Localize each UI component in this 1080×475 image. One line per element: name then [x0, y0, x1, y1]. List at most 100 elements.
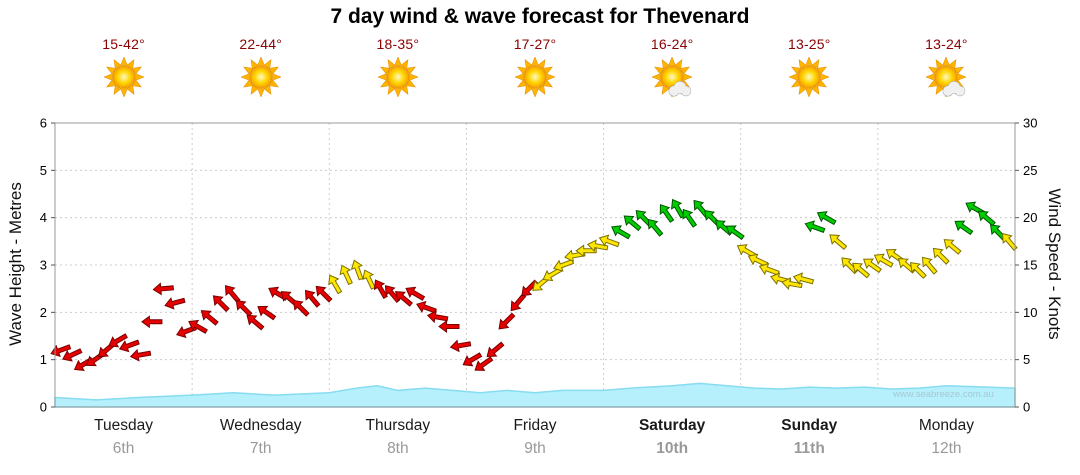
wind-arrow [129, 348, 152, 362]
wind-arrow [118, 339, 140, 353]
day-date-label: 11th [794, 440, 825, 457]
wind-arrow [426, 310, 449, 324]
right-tick-label: 25 [1023, 163, 1037, 178]
temperature-range: 13-25° [787, 36, 831, 52]
day-date-label: 9th [524, 440, 546, 457]
wind-arrow [362, 269, 376, 290]
wind-arrow [62, 348, 83, 362]
wind-arrow [670, 198, 686, 219]
wind-arrow [932, 247, 950, 265]
day-header: 17-27° [466, 36, 603, 120]
wind-arrow [954, 220, 974, 236]
day-header: 16-24° [604, 36, 741, 120]
right-tick-label: 15 [1023, 258, 1037, 273]
wind-arrow [943, 239, 962, 255]
wind-arrow [816, 211, 837, 226]
temperature-range: 17-27° [513, 36, 557, 52]
wind-arrow [804, 220, 826, 234]
wind-arrow [394, 291, 413, 307]
wind-arrow [350, 259, 364, 281]
page-title: 7 day wind & wave forecast for Thevenard [330, 5, 750, 28]
wind-arrow [586, 239, 609, 253]
left-tick-label: 2 [40, 305, 47, 320]
wind-arrow [246, 314, 265, 331]
sun-icon [239, 55, 283, 99]
day-header: 13-25° [741, 36, 878, 120]
left-tick-label: 6 [40, 116, 47, 131]
day-name-label: Wednesday [220, 417, 302, 434]
right-tick-label: 20 [1023, 210, 1037, 225]
wind-arrow [659, 204, 675, 223]
wind-arrow [897, 258, 916, 274]
wind-arrow [108, 333, 128, 348]
sun-icon [787, 55, 831, 99]
day-header: 15-42° [55, 36, 192, 120]
wave-height-area [54, 382, 1016, 408]
sun-icon [376, 55, 420, 99]
wind-arrow [575, 244, 597, 258]
day-header: 22-44° [192, 36, 329, 120]
wind-arrow [152, 282, 174, 296]
wind-arrow [164, 297, 186, 310]
wind-arrow [498, 312, 516, 330]
left-tick-label: 3 [40, 258, 47, 273]
wind-arrow [486, 341, 505, 358]
left-tick-label: 5 [40, 163, 47, 178]
cloud-icon [943, 81, 966, 97]
wind-arrow [909, 262, 927, 279]
day-name-label: Sunday [781, 417, 837, 434]
sun-cloud-icon [650, 55, 694, 99]
wind-arrow [922, 256, 938, 275]
right-tick-label: 10 [1023, 305, 1037, 320]
wind-arrow [758, 262, 780, 276]
day-date-label: 8th [387, 440, 409, 457]
wind-arrow [257, 305, 277, 321]
day-name-label: Monday [919, 417, 974, 434]
wind-arrow [647, 218, 664, 237]
wind-arrow [304, 289, 321, 308]
wind-arrow [682, 208, 698, 228]
right-tick-label: 5 [1023, 352, 1030, 367]
wind-arrow [50, 344, 72, 357]
day-date-label: 7th [250, 440, 272, 457]
wind-arrow [977, 210, 996, 227]
left-tick-label: 1 [40, 352, 47, 367]
temperature-range: 18-35° [376, 36, 420, 52]
temperature-range: 16-24° [650, 36, 694, 52]
wind-arrow [339, 264, 353, 286]
wind-arrow [328, 274, 343, 295]
day-name-label: Thursday [366, 417, 431, 434]
watermark: www.seabreeze.com.au [892, 389, 994, 400]
wind-arrow [373, 279, 388, 300]
wind-arrow [405, 286, 426, 301]
cloud-icon [668, 81, 692, 97]
day-header: 13-24° [878, 36, 1015, 120]
wind-arrow [188, 319, 208, 334]
day-date-label: 10th [656, 440, 688, 457]
temperature-range: 13-24° [925, 36, 968, 52]
wind-arrow [863, 258, 882, 274]
wind-arrow [474, 356, 494, 371]
wind-arrow [725, 225, 745, 240]
wind-arrow [598, 234, 620, 248]
wind-arrow [462, 352, 483, 367]
day-name-label: Saturday [639, 417, 706, 434]
temperature-range: 22-44° [239, 36, 283, 52]
wind-arrow [200, 310, 219, 326]
wind-arrow [852, 262, 871, 279]
sun-cloud-icon [924, 55, 968, 99]
left-tick-label: 0 [40, 400, 47, 415]
temperature-range: 15-42° [102, 36, 145, 52]
wind-arrow [611, 225, 631, 240]
day-date-label: 12th [931, 440, 961, 457]
wind-arrow [212, 295, 230, 313]
left-tick-label: 4 [40, 210, 47, 225]
sun-icon [102, 55, 146, 99]
wind-arrow [438, 320, 460, 333]
wind-arrow [384, 285, 401, 304]
wind-arrow [292, 299, 310, 317]
wind-arrow [141, 315, 163, 329]
wind-arrow [315, 285, 333, 303]
sun-icon [513, 55, 557, 99]
